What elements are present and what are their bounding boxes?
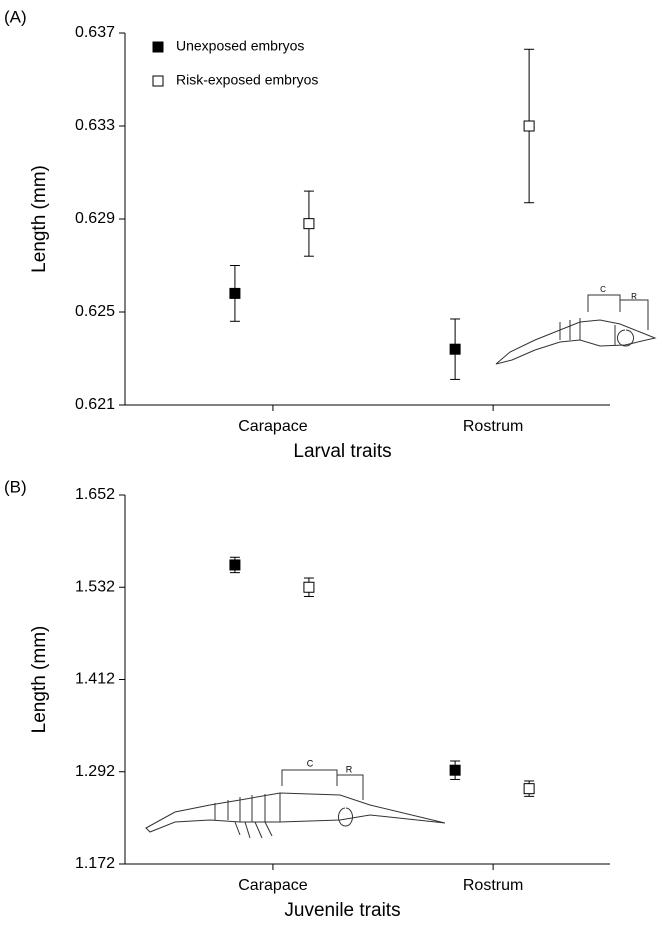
y-tick-label: 0.637 xyxy=(75,24,115,41)
legend-label: Risk-exposed embryos xyxy=(176,72,318,88)
y-tick-label: 0.629 xyxy=(75,210,115,227)
x-tick-label: Rostrum xyxy=(463,418,523,435)
marker xyxy=(523,783,535,795)
legend-label: Unexposed embryos xyxy=(176,38,304,54)
annotation: C xyxy=(600,285,606,294)
marker xyxy=(303,581,315,593)
marker xyxy=(523,120,535,132)
x-tick-label: Rostrum xyxy=(463,877,523,894)
marker xyxy=(303,218,315,230)
y-tick-label: 1.532 xyxy=(75,578,115,595)
x-axis-label: Juvenile traits xyxy=(284,900,400,921)
legend-marker xyxy=(152,41,164,53)
y-tick-label: 0.625 xyxy=(75,303,115,320)
y-tick-label: 1.292 xyxy=(75,763,115,780)
panel-label: (B) xyxy=(4,477,27,496)
y-axis-label: Length (mm) xyxy=(29,165,50,273)
y-tick-label: 1.652 xyxy=(75,486,115,503)
marker xyxy=(229,559,241,571)
marker xyxy=(449,343,461,355)
marker xyxy=(229,287,241,299)
panel-label: (A) xyxy=(4,7,27,26)
juvenile-drawing: C R xyxy=(145,758,446,839)
y-tick-label: 0.633 xyxy=(75,117,115,134)
annotation: R xyxy=(631,292,637,301)
y-tick-label: 1.172 xyxy=(75,855,115,872)
legend-marker xyxy=(152,75,164,87)
y-tick-label: 0.621 xyxy=(75,396,115,413)
x-tick-label: Carapace xyxy=(238,877,307,894)
y-tick-label: 1.412 xyxy=(75,671,115,688)
annotation: R xyxy=(346,764,353,774)
annotation: C xyxy=(307,758,314,768)
marker xyxy=(449,764,461,776)
y-axis-label: Length (mm) xyxy=(29,626,50,734)
x-tick-label: Carapace xyxy=(238,418,307,435)
larva-drawing: C R xyxy=(495,285,657,365)
x-axis-label: Larval traits xyxy=(293,441,391,462)
